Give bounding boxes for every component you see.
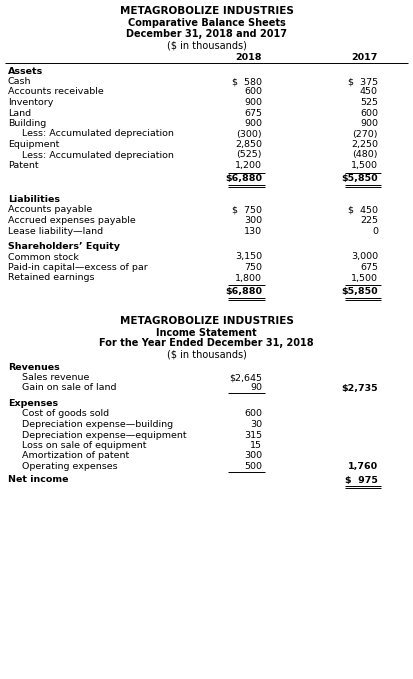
Text: METAGROBOLIZE INDUSTRIES: METAGROBOLIZE INDUSTRIES	[119, 316, 294, 325]
Text: Income Statement: Income Statement	[156, 327, 257, 337]
Text: 1,200: 1,200	[235, 161, 262, 170]
Text: 500: 500	[244, 462, 262, 471]
Text: 675: 675	[360, 263, 378, 272]
Text: $6,880: $6,880	[225, 287, 262, 296]
Text: Paid-in capital—excess of par: Paid-in capital—excess of par	[8, 263, 148, 272]
Text: Amortization of patent: Amortization of patent	[22, 452, 129, 460]
Text: 2,250: 2,250	[351, 140, 378, 149]
Text: $  580: $ 580	[232, 77, 262, 86]
Text: Depreciation expense—equipment: Depreciation expense—equipment	[22, 430, 187, 439]
Text: $  375: $ 375	[348, 77, 378, 86]
Text: 0: 0	[372, 227, 378, 236]
Text: Liabilities: Liabilities	[8, 195, 60, 204]
Text: ($ in thousands): ($ in thousands)	[166, 40, 247, 50]
Text: December 31, 2018 and 2017: December 31, 2018 and 2017	[126, 29, 287, 39]
Text: $6,880: $6,880	[225, 175, 262, 183]
Text: ($ in thousands): ($ in thousands)	[166, 350, 247, 359]
Text: Sales revenue: Sales revenue	[22, 373, 89, 382]
Text: 30: 30	[250, 420, 262, 429]
Text: Gain on sale of land: Gain on sale of land	[22, 384, 116, 392]
Text: 600: 600	[244, 409, 262, 418]
Text: 1,800: 1,800	[235, 274, 262, 282]
Text: (270): (270)	[353, 130, 378, 139]
Text: 900: 900	[360, 119, 378, 128]
Text: Land: Land	[8, 109, 31, 117]
Text: $5,850: $5,850	[342, 175, 378, 183]
Text: 525: 525	[360, 98, 378, 107]
Text: (300): (300)	[236, 130, 262, 139]
Text: Loss on sale of equipment: Loss on sale of equipment	[22, 441, 147, 450]
Text: Less: Accumulated depreciation: Less: Accumulated depreciation	[22, 130, 174, 139]
Text: Less: Accumulated depreciation: Less: Accumulated depreciation	[22, 151, 174, 160]
Text: Assets: Assets	[8, 67, 43, 75]
Text: Net income: Net income	[8, 475, 69, 485]
Text: 1,500: 1,500	[351, 274, 378, 282]
Text: $  975: $ 975	[345, 475, 378, 485]
Text: $2,735: $2,735	[342, 384, 378, 392]
Text: (480): (480)	[353, 151, 378, 160]
Text: $2,645: $2,645	[229, 373, 262, 382]
Text: $5,850: $5,850	[342, 287, 378, 296]
Text: Revenues: Revenues	[8, 363, 60, 371]
Text: Cash: Cash	[8, 77, 31, 86]
Text: 900: 900	[244, 98, 262, 107]
Text: $  750: $ 750	[232, 206, 262, 215]
Text: 600: 600	[360, 109, 378, 117]
Text: Cost of goods sold: Cost of goods sold	[22, 409, 109, 418]
Text: Lease liability—land: Lease liability—land	[8, 227, 103, 236]
Text: 900: 900	[244, 119, 262, 128]
Text: Shareholders’ Equity: Shareholders’ Equity	[8, 242, 120, 251]
Text: 130: 130	[244, 227, 262, 236]
Text: 1,500: 1,500	[351, 161, 378, 170]
Text: For the Year Ended December 31, 2018: For the Year Ended December 31, 2018	[99, 339, 314, 348]
Text: 315: 315	[244, 430, 262, 439]
Text: Accounts receivable: Accounts receivable	[8, 88, 104, 96]
Text: 3,000: 3,000	[351, 253, 378, 261]
Text: Accrued expenses payable: Accrued expenses payable	[8, 216, 136, 225]
Text: 1,760: 1,760	[348, 462, 378, 471]
Text: $  450: $ 450	[348, 206, 378, 215]
Text: 300: 300	[244, 452, 262, 460]
Text: (525): (525)	[237, 151, 262, 160]
Text: Inventory: Inventory	[8, 98, 53, 107]
Text: Building: Building	[8, 119, 46, 128]
Text: Expenses: Expenses	[8, 399, 58, 408]
Text: 675: 675	[244, 109, 262, 117]
Text: Common stock: Common stock	[8, 253, 79, 261]
Text: Operating expenses: Operating expenses	[22, 462, 118, 471]
Text: Retained earnings: Retained earnings	[8, 274, 95, 282]
Text: Patent: Patent	[8, 161, 39, 170]
Text: 90: 90	[250, 384, 262, 392]
Text: 450: 450	[360, 88, 378, 96]
Text: 2,850: 2,850	[235, 140, 262, 149]
Text: 2017: 2017	[351, 53, 378, 62]
Text: Equipment: Equipment	[8, 140, 59, 149]
Text: 300: 300	[244, 216, 262, 225]
Text: 225: 225	[360, 216, 378, 225]
Text: Comparative Balance Sheets: Comparative Balance Sheets	[128, 18, 285, 28]
Text: 600: 600	[244, 88, 262, 96]
Text: Accounts payable: Accounts payable	[8, 206, 92, 215]
Text: 3,150: 3,150	[235, 253, 262, 261]
Text: 2018: 2018	[235, 53, 262, 62]
Text: Depreciation expense—building: Depreciation expense—building	[22, 420, 173, 429]
Text: 750: 750	[244, 263, 262, 272]
Text: 15: 15	[250, 441, 262, 450]
Text: METAGROBOLIZE INDUSTRIES: METAGROBOLIZE INDUSTRIES	[119, 6, 294, 16]
